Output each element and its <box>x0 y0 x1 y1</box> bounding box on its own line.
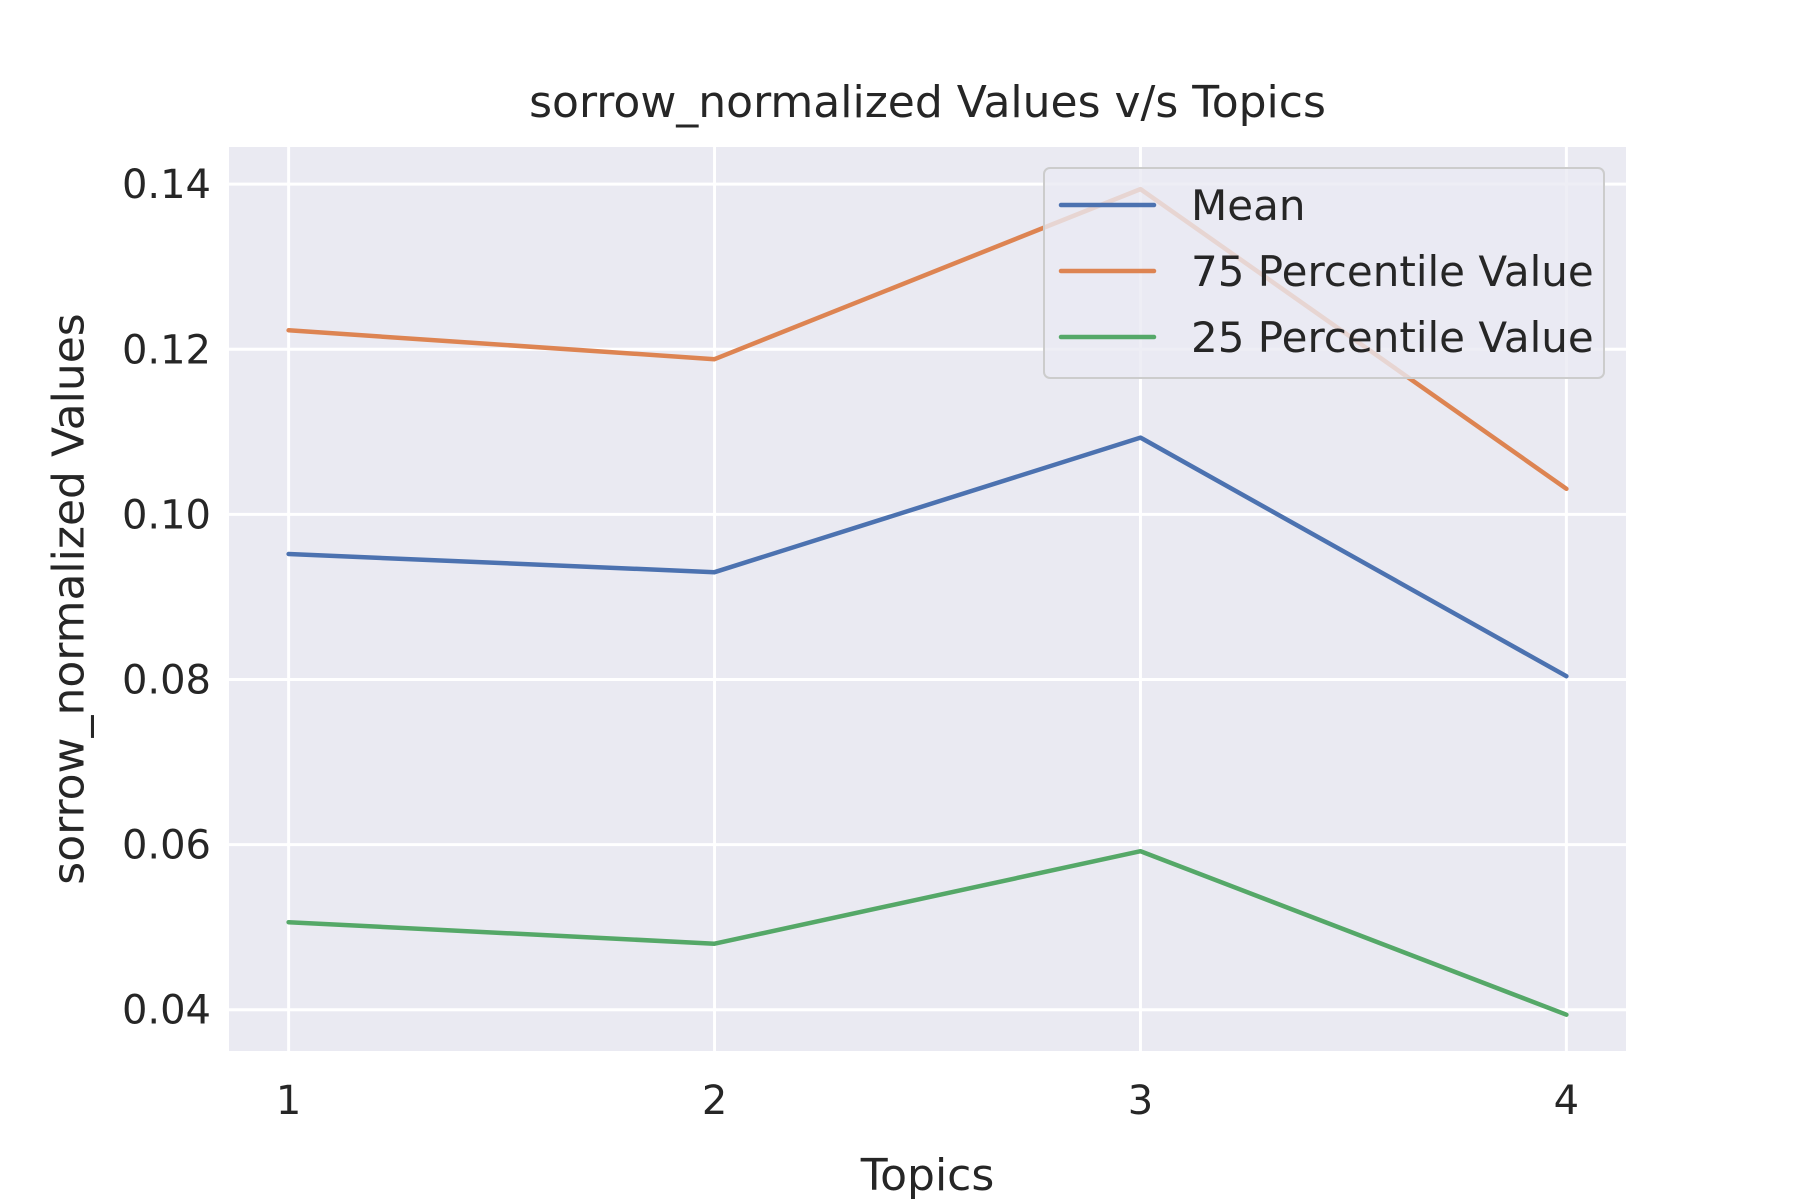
series-line-2 <box>286 848 1569 1017</box>
y-tick-label: 0.10 <box>122 492 211 538</box>
chart-title: sorrow_normalized Values v/s Topics <box>529 77 1326 128</box>
x-tick-labels: 1 2 3 4 <box>276 1078 1579 1124</box>
y-tick-labels: 0.04 0.06 0.08 0.10 0.12 0.14 <box>122 162 211 1034</box>
x-tick-label: 1 <box>276 1078 301 1124</box>
series-line-0 <box>286 435 1569 679</box>
x-tick-label: 3 <box>1128 1078 1153 1124</box>
legend-label: 75 Percentile Value <box>1191 247 1594 296</box>
y-tick-label: 0.06 <box>122 823 211 869</box>
y-tick-label: 0.08 <box>122 657 211 703</box>
legend-box <box>1043 167 1605 379</box>
legend-label: 25 Percentile Value <box>1191 313 1594 362</box>
x-tick-label: 2 <box>702 1078 727 1124</box>
y-tick-label: 0.04 <box>122 988 211 1034</box>
y-tick-label: 0.14 <box>122 162 211 208</box>
y-tick-label: 0.12 <box>122 327 211 373</box>
legend: Mean 75 Percentile Value 25 Percentile Val… <box>1043 167 1605 379</box>
x-axis-label: Topics <box>860 1150 995 1200</box>
y-axis-label: sorrow_normalized Values <box>43 313 94 884</box>
legend-label: Mean <box>1191 181 1305 230</box>
x-tick-label: 4 <box>1554 1078 1579 1124</box>
